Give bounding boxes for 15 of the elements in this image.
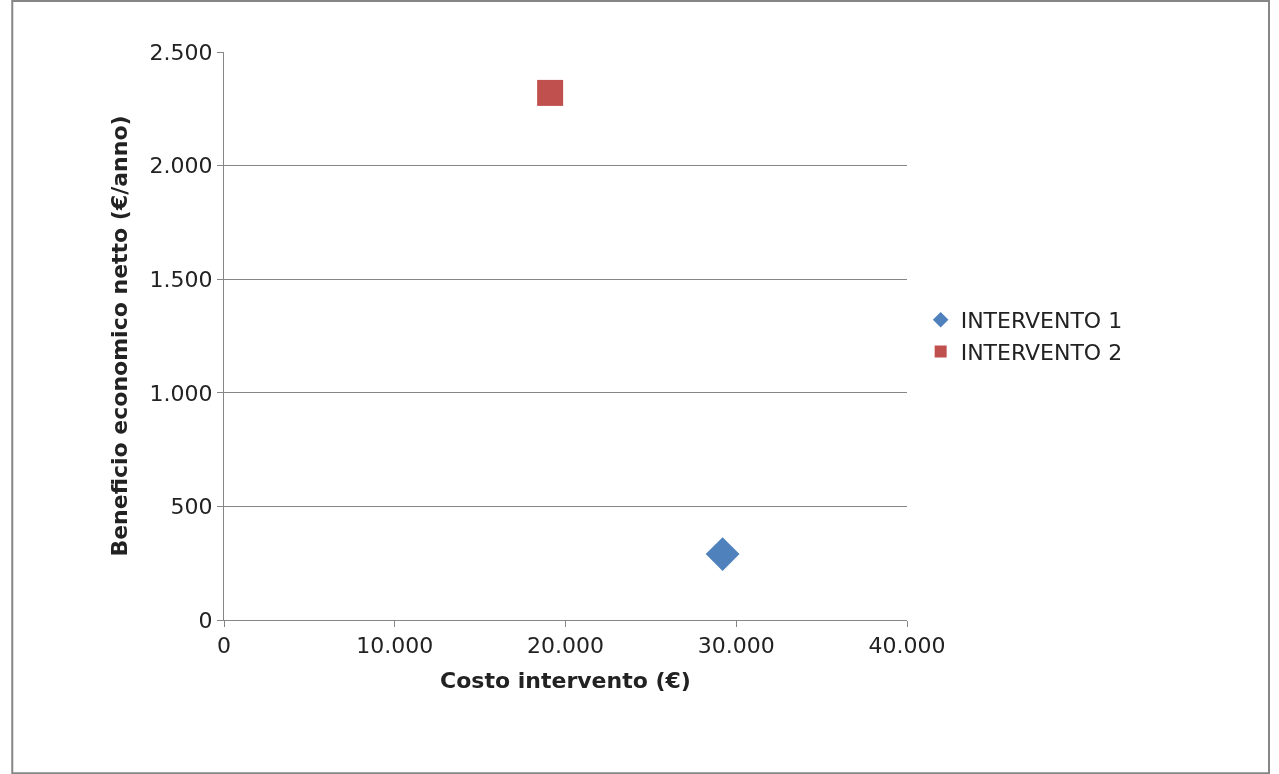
y-tick-label: 2.500 [149,39,213,65]
x-axis-title: Costo intervento (€) [440,668,691,694]
y-tick-label: 1.500 [149,266,213,292]
y-tick-label: 2.000 [149,153,213,179]
legend-label: INTERVENTO 2 [960,339,1123,365]
x-tick-label: 20.000 [527,633,604,659]
x-tick-label: 30.000 [697,633,775,659]
x-tick-label: 40.000 [868,633,946,659]
y-tick-label: 500 [170,494,213,520]
y-tick-label: 1.000 [149,380,213,406]
x-tick-label: 0 [217,633,231,659]
y-axis-title: Beneficio economico netto (€/anno) [107,115,133,557]
legend-label: INTERVENTO 1 [960,308,1123,334]
x-tick-label: 10.000 [356,633,434,659]
y-tick-label: 0 [198,607,213,633]
